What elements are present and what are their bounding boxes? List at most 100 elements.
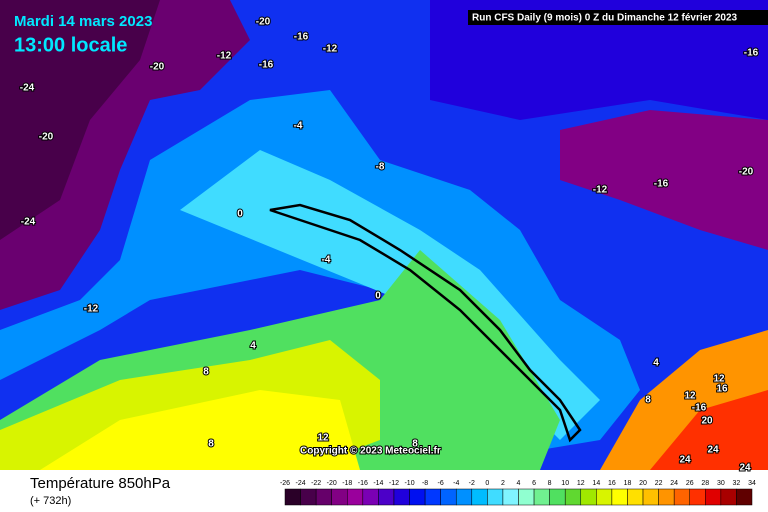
contour-label: 8 [208, 439, 214, 450]
legend-tick: -20 [327, 480, 337, 487]
legend-tick: -2 [469, 480, 475, 487]
contour-label: -16 [654, 179, 669, 190]
legend-swatch [378, 488, 395, 506]
legend-swatch [409, 488, 426, 506]
contour-label: -12 [217, 51, 232, 62]
legend-swatch [300, 488, 317, 506]
footer-title: Température 850hPa [30, 475, 171, 492]
legend-tick: 24 [670, 480, 678, 487]
hot-region [650, 390, 768, 470]
legend-swatch [284, 488, 301, 506]
legend-swatch [736, 488, 753, 506]
contour-label: -8 [376, 162, 385, 173]
legend-tick: 6 [532, 480, 536, 487]
legend-tick: -8 [422, 480, 428, 487]
contour-label: 4 [653, 358, 659, 369]
contour-label: 8 [203, 367, 209, 378]
legend-swatch [331, 488, 348, 506]
legend-swatch [611, 488, 628, 506]
legend-tick: -14 [373, 480, 383, 487]
footer-lead: (+ 732h) [30, 495, 71, 507]
legend-swatch [440, 488, 457, 506]
date: Mardi 14 mars 2023 [14, 13, 152, 30]
contour-label: -24 [21, 217, 36, 228]
legend-tick: 14 [592, 480, 600, 487]
cold-region [560, 110, 768, 250]
legend-swatch [580, 488, 597, 506]
legend-swatch [362, 488, 379, 506]
legend-swatch [627, 488, 644, 506]
legend-tick: 30 [717, 480, 725, 487]
contour-label: 24 [679, 455, 691, 466]
legend-tick: 0 [485, 480, 489, 487]
legend-swatch [564, 488, 582, 506]
legend-swatch [673, 488, 690, 506]
legend-swatch [533, 488, 550, 506]
legend-swatch [424, 488, 441, 506]
contour-label: 24 [739, 463, 751, 474]
cold-region [430, 0, 768, 120]
legend-tick: 10 [561, 480, 569, 487]
legend-swatch [720, 488, 737, 506]
legend-tick: 2 [501, 480, 505, 487]
legend-tick: 18 [624, 480, 632, 487]
legend-tick: 8 [548, 480, 552, 487]
contour-label: -16 [692, 403, 707, 414]
legend-tick: 4 [517, 480, 521, 487]
contour-label: -16 [259, 60, 274, 71]
legend-swatch [596, 488, 613, 506]
contour-label: -20 [39, 132, 54, 143]
contour-label: -12 [593, 185, 608, 196]
contour-label: 12 [684, 391, 696, 402]
contour-label: 0 [237, 209, 243, 220]
legend-tick: -24 [296, 480, 306, 487]
legend-tick: 32 [733, 480, 741, 487]
contour-label: 8 [412, 439, 418, 450]
mild-region [0, 90, 640, 450]
legend-tick: -16 [358, 480, 368, 487]
legend-tick: -10 [404, 480, 414, 487]
run-box [468, 10, 768, 25]
legend-tick: -6 [438, 480, 444, 487]
legend-tick: 28 [701, 480, 709, 487]
legend-swatch [549, 488, 566, 506]
cold-region [0, 0, 160, 240]
contour-label: 0 [375, 291, 381, 302]
legend-swatch [315, 488, 332, 506]
legend-swatch [642, 488, 659, 506]
contour-label: 24 [707, 445, 719, 456]
time: 13:00 locale [14, 34, 127, 56]
contour-label: 16 [716, 384, 728, 395]
legend-swatch [518, 488, 535, 506]
legend-swatch [705, 488, 722, 506]
contour-label: -12 [323, 44, 338, 55]
legend-swatch [689, 488, 706, 506]
contour-label: 8 [645, 395, 651, 406]
contour-label: -16 [294, 32, 309, 43]
contour-label: -4 [322, 255, 331, 266]
legend-tick: -22 [311, 480, 321, 487]
legend-swatch [658, 488, 675, 506]
legend-tick: 16 [608, 480, 616, 487]
contour-label: -20 [256, 17, 271, 28]
legend-tick: 34 [748, 480, 756, 487]
zero-isotherm [269, 203, 582, 443]
legend-tick: -12 [389, 480, 399, 487]
legend-tick: -26 [280, 480, 290, 487]
contour-label: -16 [744, 48, 759, 59]
contour-label: -12 [84, 304, 99, 315]
contour-label: 12 [713, 374, 725, 385]
contour-label: -4 [294, 121, 303, 132]
contour-label: 12 [317, 433, 329, 444]
contour-label: 4 [250, 341, 256, 352]
contour-label: -20 [150, 62, 165, 73]
legend-swatch [487, 488, 504, 506]
legend-tick: -4 [453, 480, 459, 487]
contour-label: 20 [701, 416, 713, 427]
legend-tick: 26 [686, 480, 694, 487]
legend-swatch [502, 488, 519, 506]
legend-tick: 12 [577, 480, 585, 487]
contour-label: -20 [739, 167, 754, 178]
legend-swatch [393, 488, 410, 506]
